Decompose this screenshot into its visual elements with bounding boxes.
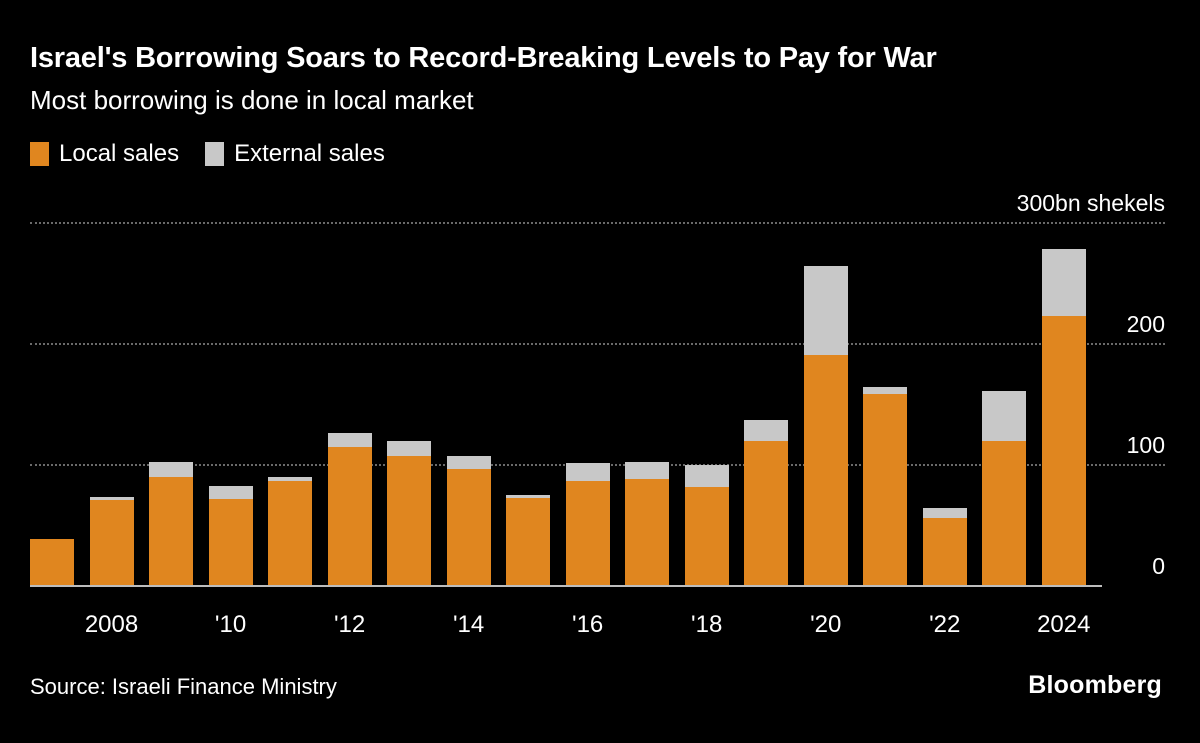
bar-segment-external-2013 [387, 441, 432, 456]
x-tick-label-2010: '10 [214, 611, 247, 638]
bar-2016: '16 [565, 222, 610, 638]
bar-segment-local-2017 [625, 478, 670, 585]
bar-segment-local-2023 [982, 441, 1027, 585]
bar-segment-external-2019 [744, 420, 789, 442]
x-tick-label-2012: '12 [333, 611, 366, 638]
bar-2009 [149, 222, 194, 585]
bar-segment-local-2013 [387, 455, 432, 585]
bar-segment-local-2010 [208, 499, 253, 585]
bar-segment-local-2021 [863, 393, 908, 585]
bar-2019 [744, 222, 789, 585]
bar-2010: '10 [208, 222, 253, 638]
bar-segment-external-2010 [208, 485, 253, 500]
bar-segment-external-2020 [803, 265, 848, 356]
bar-segment-external-2009 [149, 461, 194, 478]
bar-segment-external-2014 [446, 455, 491, 469]
bar-segment-external-2022 [922, 507, 967, 519]
y-axis-label-300: 300bn shekels [1016, 190, 1165, 216]
bar-segment-external-2012 [327, 432, 372, 448]
y-axis-label-200: 200 [1126, 311, 1165, 337]
bar-2015 [506, 222, 551, 585]
bar-segment-local-2007 [30, 539, 74, 585]
chart-title: Israel's Borrowing Soars to Record-Break… [30, 42, 937, 74]
gridline-300 [30, 222, 1165, 224]
bar-segment-external-2021 [863, 386, 908, 394]
bar-segment-local-2011 [268, 480, 313, 585]
chart-subtitle: Most borrowing is done in local market [30, 85, 474, 115]
x-tick-label-2014: '14 [452, 611, 485, 638]
bar-segment-local-2009 [149, 477, 194, 585]
bar-segment-external-2015 [506, 495, 551, 498]
legend-swatch-local [30, 142, 49, 166]
x-tick-label-2024: 2024 [1037, 611, 1091, 638]
y-axis-label-100: 100 [1126, 432, 1165, 458]
bar-segment-external-2018 [684, 465, 729, 487]
bar-segment-external-2011 [268, 477, 313, 481]
bar-segment-local-2024 [1041, 316, 1086, 585]
bloomberg-logo: Bloomberg [1028, 671, 1162, 699]
bar-2022: '22 [922, 222, 967, 638]
bar-2012: '12 [327, 222, 372, 638]
bar-segment-local-2020 [803, 355, 848, 585]
bar-segment-external-2016 [565, 462, 610, 481]
x-tick-label-2018: '18 [691, 611, 723, 638]
bar-segment-local-2012 [327, 447, 372, 585]
bar-segment-local-2014 [446, 468, 491, 585]
x-tick-label-2020: '20 [810, 611, 842, 638]
bar-2020: '20 [803, 222, 848, 638]
legend-item-local-sales: Local sales [30, 140, 179, 168]
bar-segment-local-2016 [565, 480, 610, 585]
bar-segment-external-2023 [982, 391, 1027, 442]
y-axis-label-0: 0 [1152, 553, 1165, 579]
x-tick-label-2022: '22 [929, 611, 961, 638]
bar-2018: '18 [684, 222, 729, 638]
bar-segment-external-2024 [1041, 248, 1086, 317]
bar-segment-local-2015 [506, 497, 551, 585]
gridline-200 [30, 343, 1165, 345]
bar-2024: 2024 [1037, 222, 1090, 638]
legend-item-external-sales: External sales [205, 140, 385, 168]
bar-2008: 2008 [85, 222, 138, 638]
bar-series: 2008 '10 '12 '14 '16 '18 '20 '22 2024 [30, 222, 1090, 638]
legend-label-external: External sales [234, 140, 385, 167]
bar-segment-local-2018 [684, 487, 729, 585]
bar-segment-local-2019 [744, 441, 789, 585]
bar-2011 [268, 222, 313, 585]
plot-area: 2008 '10 '12 '14 '16 '18 '20 '22 2024 [30, 222, 1090, 638]
x-tick-label-2016: '16 [572, 611, 604, 638]
bar-2007 [30, 222, 74, 585]
bar-segment-external-2017 [625, 461, 670, 479]
legend-swatch-external [205, 142, 225, 166]
legend-label-local: Local sales [59, 140, 180, 167]
bar-segment-local-2008 [89, 500, 134, 585]
bar-2017 [625, 222, 670, 585]
bar-segment-external-2008 [89, 496, 134, 501]
bar-segment-local-2022 [922, 518, 967, 585]
x-axis-line [30, 585, 1102, 587]
source-text: Source: Israeli Finance Ministry [30, 674, 337, 699]
bar-2013 [387, 222, 432, 585]
bar-2023 [982, 222, 1027, 585]
bar-2014: '14 [446, 222, 491, 638]
legend: Local sales External sales [30, 140, 385, 168]
x-tick-label-2008: 2008 [84, 611, 139, 638]
bar-2021 [863, 222, 908, 585]
